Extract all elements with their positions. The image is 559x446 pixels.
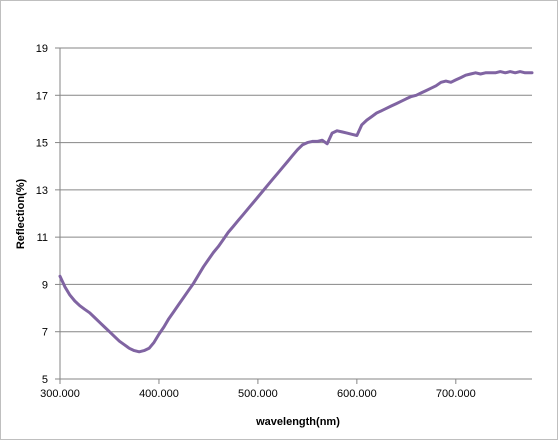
series-line [58,70,534,354]
x-tick-label: 400.000 [139,388,179,400]
x-tick-label: 700.000 [436,388,476,400]
x-tick-label: 300.000 [40,388,80,400]
y-tick-label: 15 [36,138,48,150]
y-axis-title: Reflection(%) [15,179,27,250]
y-tick-label: 19 [36,43,48,55]
gridlines [55,47,532,384]
y-tick-label: 7 [42,327,48,339]
y-tick-label: 11 [37,232,48,244]
series-layer [58,70,534,354]
x-tick-label: 600.000 [337,388,377,400]
y-tick-label: 17 [36,90,48,102]
y-tick-label: 13 [36,185,48,197]
x-tick-label: 500.000 [238,388,278,400]
x-axis-title: wavelength(nm) [255,416,340,428]
y-tick-label: 5 [42,374,48,386]
tick-labels: 5 7 9 11 13 15 17 19 300.000 400.000 500.000 600.00… [36,43,476,400]
y-tick-label: 9 [42,279,48,291]
axes [59,48,532,380]
